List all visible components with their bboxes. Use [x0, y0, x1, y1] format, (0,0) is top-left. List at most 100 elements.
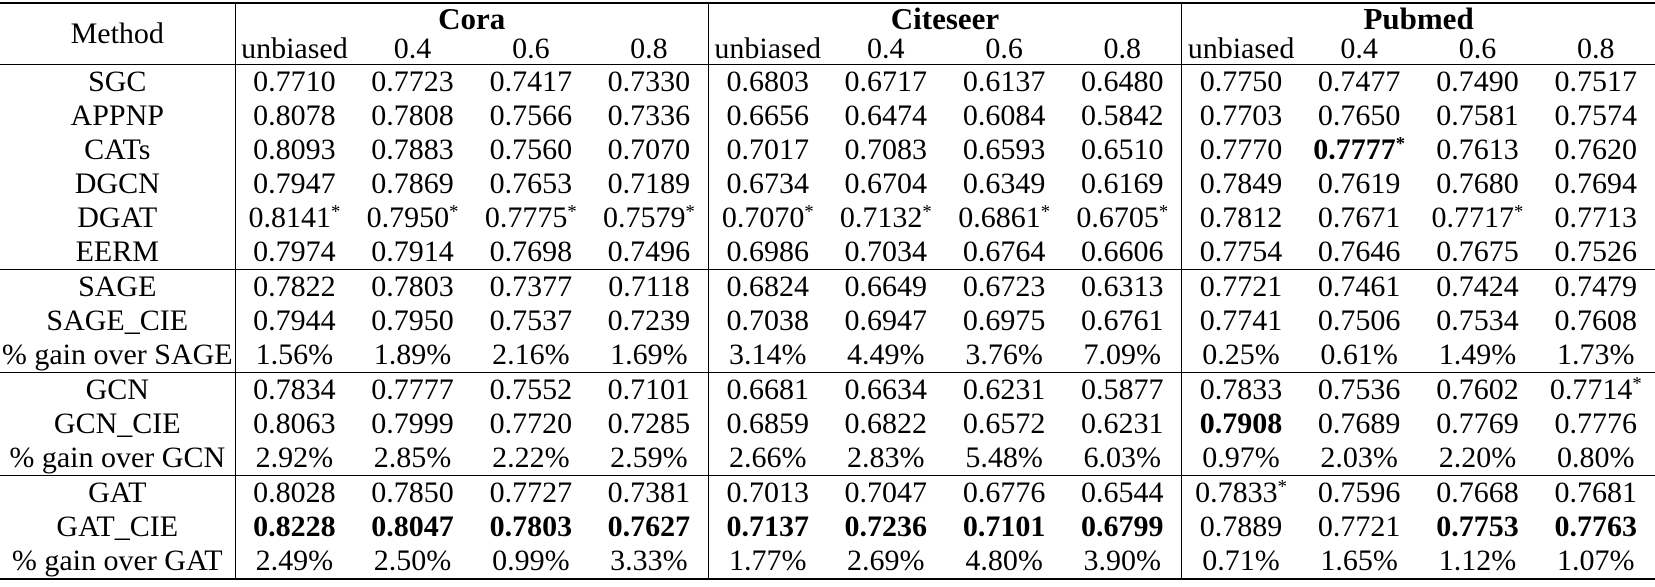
- value-cell: 0.7974: [235, 235, 353, 270]
- value-text: 4.80%: [965, 544, 1043, 577]
- value-text: 0.7137: [726, 510, 809, 543]
- value-cell: 0.7650: [1300, 99, 1418, 133]
- value-cell: 0.7834: [235, 372, 354, 407]
- value-cell: 0.6776: [944, 475, 1064, 510]
- value-cell: 0.6649: [826, 269, 945, 304]
- method-label: GCN: [0, 372, 236, 407]
- subcol-header-pubmed-0_6: 0.6: [1458, 32, 1497, 65]
- value-text: 0.7833: [1199, 373, 1283, 406]
- value-cell: 0.7869: [353, 167, 471, 201]
- value-cell: 0.7812: [1182, 201, 1300, 235]
- method-label: % gain over SAGE: [0, 338, 236, 373]
- value-text: 0.7101: [607, 373, 691, 406]
- value-text: 0.6474: [844, 99, 928, 132]
- value-text: 0.7496: [607, 235, 691, 268]
- value-cell: 0.6480: [1063, 64, 1183, 99]
- value-text: 0.7118: [608, 270, 690, 303]
- method-label: GAT_CIE: [0, 510, 236, 544]
- value-cell: 0.7596: [1299, 475, 1419, 510]
- value-text: 0.6510: [1080, 133, 1164, 166]
- table-row: APPNP 0.8078 0.7808 0.7566 0.7336 0.6656 0.647…: [0, 99, 1655, 133]
- value-cell: 0.7714*: [1536, 372, 1655, 407]
- value-cell: 0.7579*: [589, 201, 709, 235]
- value-cell: 7.09%: [1063, 338, 1183, 373]
- value-cell: 0.8228: [235, 510, 353, 544]
- value-text: 0.7620: [1554, 133, 1638, 166]
- value-cell: 0.7047: [826, 475, 945, 510]
- value-text: 1.73%: [1557, 338, 1635, 371]
- value-cell: 0.5842: [1063, 99, 1183, 133]
- value-cell: 2.49%: [235, 544, 353, 579]
- value-cell: 0.7713: [1537, 201, 1655, 235]
- value-cell: 0.7101: [589, 372, 709, 407]
- value-text: 0.8141: [248, 201, 332, 234]
- value-cell: 0.6717: [826, 64, 945, 99]
- subcol-header-cora-0_6: 0.6: [512, 32, 550, 65]
- value-text: 0.6137: [962, 65, 1046, 98]
- value-cell: 1.12%: [1418, 544, 1536, 579]
- value-cell: 0.7908: [1182, 407, 1300, 441]
- value-text: 0.6861: [958, 201, 1041, 234]
- value-cell: 0.7914: [353, 235, 471, 270]
- method-label: DGAT: [0, 201, 236, 235]
- value-text: 0.7101: [962, 510, 1046, 543]
- significance-asterisk: *: [1040, 201, 1051, 223]
- value-text: 3.33%: [610, 544, 688, 577]
- value-cell: 0.5877: [1063, 372, 1183, 407]
- value-cell: 0.7694: [1537, 167, 1655, 201]
- value-cell: 0.7950*: [353, 201, 471, 235]
- value-text: 0.7560: [489, 133, 573, 166]
- value-cell: 0.6986: [708, 235, 826, 270]
- value-text: 0.7720: [489, 407, 573, 440]
- table-row: % gain over GAT 2.49% 2.50% 0.99% 3.33% 1.77%…: [0, 544, 1655, 579]
- value-cell: 0.7703: [1182, 99, 1300, 133]
- value-text: 0.6084: [962, 99, 1046, 132]
- value-text: 0.7239: [607, 304, 691, 337]
- value-cell: 2.83%: [827, 441, 945, 476]
- value-text: 0.7650: [1317, 99, 1401, 132]
- value-text: 0.7479: [1554, 270, 1638, 303]
- value-text: 0.7727: [489, 476, 573, 509]
- value-text: 0.7526: [1554, 235, 1638, 268]
- value-cell: 0.7137: [708, 510, 826, 544]
- value-text: 0.7034: [844, 235, 928, 268]
- value-cell: 0.7461: [1299, 269, 1419, 304]
- value-cell: 0.7239: [589, 304, 709, 338]
- value-text: 0.7336: [607, 99, 691, 132]
- value-cell: 0.7653: [472, 167, 590, 201]
- table-row: SGC 0.7710 0.7723 0.7417 0.7330 0.6803 0.6717 0…: [0, 64, 1655, 99]
- method-label: SAGE_CIE: [0, 304, 236, 338]
- value-cell: 0.7750: [1181, 64, 1300, 99]
- value-text: 0.7889: [1199, 510, 1283, 543]
- value-cell: 2.03%: [1300, 441, 1418, 476]
- value-text: 1.56%: [255, 338, 334, 371]
- value-text: 0.6776: [962, 476, 1046, 509]
- value-cell: 0.61%: [1300, 338, 1418, 373]
- value-text: 0.7741: [1199, 304, 1283, 337]
- value-cell: 0.6705*: [1063, 201, 1183, 235]
- value-text: 0.7668: [1436, 476, 1519, 509]
- value-text: 0.61%: [1320, 338, 1398, 371]
- value-text: 0.7285: [607, 407, 691, 440]
- row-group-3: GCN 0.7834 0.7777 0.7552 0.7101 0.6681 0.6634 0…: [0, 372, 1655, 476]
- value-text: 0.7833: [1195, 476, 1278, 509]
- value-cell: 0.6544: [1063, 475, 1183, 510]
- value-text: 0.8078: [253, 99, 336, 132]
- value-cell: 0.7833*: [1181, 475, 1300, 510]
- value-cell: 0.7675: [1418, 235, 1536, 270]
- row-group-4: GAT 0.8028 0.7850 0.7727 0.7381 0.7013 0.7047 0…: [0, 475, 1655, 579]
- value-text: 0.6824: [726, 270, 809, 303]
- table-row: SAGE 0.7822 0.7803 0.7377 0.7118 0.6824 0.6649…: [0, 269, 1655, 304]
- subcol-header-pubmed-unbiased: unbiased: [1187, 32, 1295, 65]
- value-text: 2.66%: [728, 441, 807, 474]
- value-cell: 0.7763: [1537, 510, 1655, 544]
- value-cell: 1.77%: [708, 544, 826, 579]
- value-text: 0.5877: [1080, 373, 1164, 406]
- significance-asterisk: *: [1158, 201, 1169, 223]
- value-cell: 1.73%: [1537, 338, 1655, 373]
- value-cell: 0.7608: [1537, 304, 1655, 338]
- subcol-header-citeseer-0_6: 0.6: [985, 32, 1023, 65]
- value-cell: 0.7671: [1300, 201, 1418, 235]
- value-cell: 2.59%: [589, 441, 709, 476]
- value-text: 0.7536: [1317, 373, 1401, 406]
